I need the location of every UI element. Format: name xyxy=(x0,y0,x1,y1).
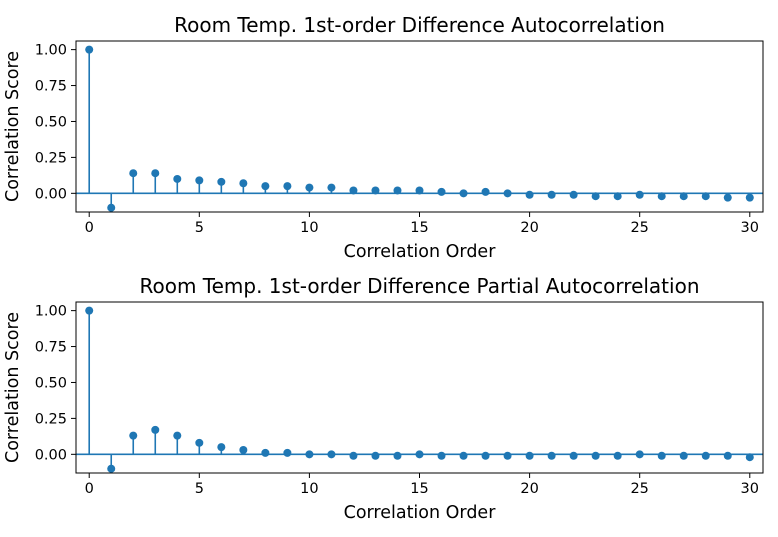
x-tick-label: 15 xyxy=(410,481,428,497)
stem-marker-21 xyxy=(547,451,556,460)
stem-marker-4 xyxy=(173,174,182,183)
x-tick-label: 0 xyxy=(85,481,94,497)
stem-marker-15 xyxy=(415,450,424,459)
stem-marker-6 xyxy=(217,443,226,452)
stem-marker-2 xyxy=(129,431,138,440)
stem-marker-2 xyxy=(129,169,138,178)
stem-marker-1 xyxy=(107,464,116,473)
stem-marker-17 xyxy=(459,189,468,198)
x-tick-label: 10 xyxy=(300,481,318,497)
stem-marker-5 xyxy=(195,438,204,447)
stem-marker-0 xyxy=(85,45,94,54)
stem-marker-22 xyxy=(569,190,578,199)
stem-marker-0 xyxy=(85,306,94,315)
stem-marker-20 xyxy=(525,190,534,199)
stem-marker-6 xyxy=(217,177,226,186)
stem-marker-18 xyxy=(481,451,490,460)
x-tick-label: 25 xyxy=(630,220,648,236)
stem-marker-30 xyxy=(745,193,754,202)
stem-marker-13 xyxy=(371,451,380,460)
stem-marker-26 xyxy=(657,192,666,201)
x-axis-label: Correlation Order xyxy=(344,503,497,523)
y-tick-label: 0.25 xyxy=(35,411,67,427)
chart-title: Room Temp. 1st-order Difference Partial … xyxy=(139,274,699,298)
y-tick-label: 0.00 xyxy=(35,447,67,463)
stem-marker-8 xyxy=(261,448,270,457)
stem-marker-11 xyxy=(327,183,336,192)
stem-marker-10 xyxy=(305,450,314,459)
x-tick-label: 30 xyxy=(741,481,759,497)
x-tick-label: 10 xyxy=(300,220,318,236)
x-tick-label: 15 xyxy=(410,220,428,236)
stem-marker-11 xyxy=(327,450,336,459)
x-tick-label: 20 xyxy=(520,220,538,236)
stem-marker-7 xyxy=(239,179,248,188)
stem-marker-15 xyxy=(415,186,424,195)
x-tick-label: 0 xyxy=(85,220,94,236)
x-tick-label: 5 xyxy=(195,481,204,497)
stem-marker-5 xyxy=(195,176,204,185)
stem-marker-9 xyxy=(283,182,292,191)
stem-marker-21 xyxy=(547,190,556,199)
stem-marker-22 xyxy=(569,451,578,460)
stem-marker-24 xyxy=(613,451,622,460)
stem-marker-3 xyxy=(151,425,160,434)
stem-marker-13 xyxy=(371,186,380,195)
y-axis-label: Correlation Score xyxy=(3,51,23,202)
y-tick-label: 0.75 xyxy=(35,340,67,356)
stem-marker-16 xyxy=(437,451,446,460)
y-tick-label: 0.00 xyxy=(35,186,67,202)
y-tick-label: 0.25 xyxy=(35,150,67,166)
stem-marker-14 xyxy=(393,451,402,460)
subplot-2: Room Temp. 1st-order Difference Partial … xyxy=(3,274,764,523)
stem-marker-1 xyxy=(107,203,116,212)
y-tick-label: 0.75 xyxy=(35,79,67,95)
stem-marker-7 xyxy=(239,446,248,455)
stem-marker-28 xyxy=(701,451,710,460)
stem-marker-19 xyxy=(503,451,512,460)
stem-marker-29 xyxy=(723,193,732,202)
x-tick-label: 30 xyxy=(741,220,759,236)
stem-marker-23 xyxy=(591,451,600,460)
stem-marker-27 xyxy=(679,451,688,460)
stem-marker-10 xyxy=(305,183,314,192)
stem-marker-27 xyxy=(679,192,688,201)
y-tick-label: 1.00 xyxy=(35,43,67,59)
y-tick-label: 1.00 xyxy=(35,304,67,320)
stem-marker-4 xyxy=(173,431,182,440)
y-tick-label: 0.50 xyxy=(35,114,67,130)
stem-marker-9 xyxy=(283,448,292,457)
stem-marker-30 xyxy=(745,453,754,462)
stem-marker-28 xyxy=(701,192,710,201)
stem-marker-14 xyxy=(393,186,402,195)
stem-marker-26 xyxy=(657,451,666,460)
stem-marker-19 xyxy=(503,189,512,198)
x-axis-label: Correlation Order xyxy=(344,242,497,262)
stem-marker-25 xyxy=(635,450,644,459)
stem-marker-12 xyxy=(349,451,358,460)
stem-marker-23 xyxy=(591,192,600,201)
plot-frame xyxy=(75,301,764,474)
subplot-1: Room Temp. 1st-order Difference Autocorr… xyxy=(3,13,764,262)
plot-frame xyxy=(75,40,764,213)
stem-marker-3 xyxy=(151,169,160,178)
stem-marker-16 xyxy=(437,187,446,196)
stem-marker-17 xyxy=(459,451,468,460)
x-tick-label: 20 xyxy=(520,481,538,497)
y-axis-label: Correlation Score xyxy=(3,312,23,463)
stem-marker-29 xyxy=(723,451,732,460)
stem-marker-18 xyxy=(481,187,490,196)
stem-marker-25 xyxy=(635,190,644,199)
stem-marker-8 xyxy=(261,182,270,191)
stem-marker-20 xyxy=(525,451,534,460)
stem-marker-12 xyxy=(349,186,358,195)
stem-marker-24 xyxy=(613,192,622,201)
x-tick-label: 25 xyxy=(630,481,648,497)
x-tick-label: 5 xyxy=(195,220,204,236)
chart-title: Room Temp. 1st-order Difference Autocorr… xyxy=(174,13,665,37)
y-tick-label: 0.50 xyxy=(35,375,67,391)
